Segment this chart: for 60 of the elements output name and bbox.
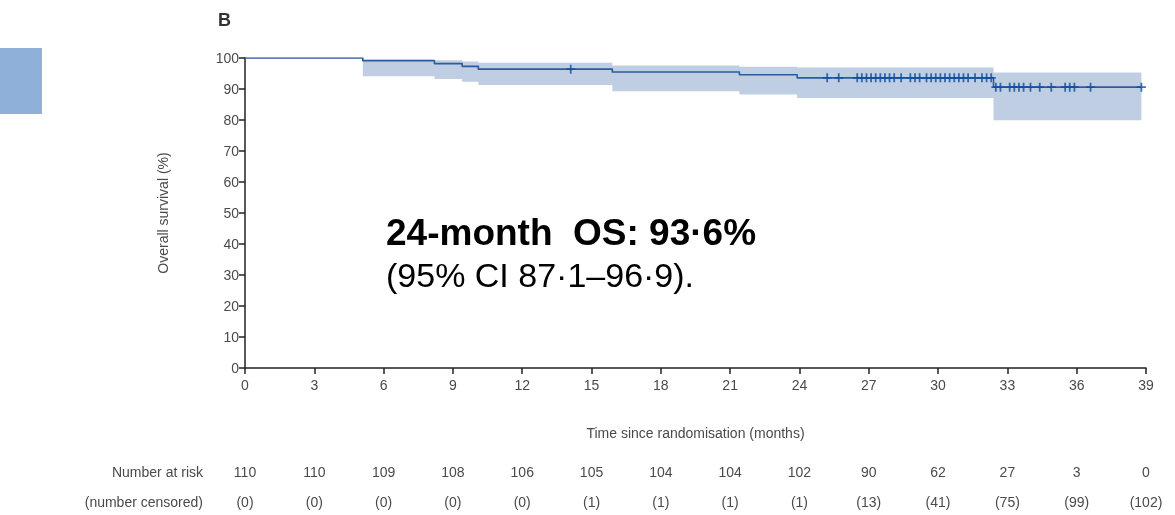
- y-tick-label: 80: [223, 112, 240, 128]
- x-tick-label: 18: [653, 377, 669, 393]
- y-tick-label: 50: [223, 205, 240, 221]
- y-tick-label: 60: [223, 174, 240, 190]
- text: (102): [1129, 494, 1163, 510]
- text: 102: [787, 464, 812, 480]
- y-tick-label: 0: [231, 360, 240, 376]
- y-tick-label: 30: [223, 267, 240, 283]
- text: 108: [441, 464, 465, 480]
- text: 0: [1142, 464, 1151, 480]
- y-tick-label: 100: [215, 50, 240, 66]
- text: Number at risk: [111, 464, 204, 480]
- text: (1): [790, 494, 809, 510]
- x-axis-title: Time since randomisation (months): [586, 425, 805, 441]
- x-tick-label: 33: [999, 377, 1016, 393]
- x-tick-label: 39: [1138, 377, 1154, 393]
- text: (1): [652, 494, 670, 510]
- text: 62: [930, 464, 947, 480]
- text: (13): [856, 494, 882, 510]
- y-tick-label: 10: [223, 329, 240, 345]
- text: (0): [375, 494, 393, 510]
- x-tick-label: 36: [1068, 377, 1085, 393]
- y-tick-label: 70: [223, 143, 240, 159]
- x-tick-label: 15: [583, 377, 600, 393]
- text: 109: [371, 464, 396, 480]
- text: (1): [582, 494, 601, 510]
- text: 90: [860, 464, 877, 480]
- x-tick-label: 3: [310, 377, 319, 393]
- text: (0): [513, 494, 531, 510]
- x-tick-label: 21: [722, 377, 739, 393]
- annotation: (95% CI 87·1–96·9).: [386, 255, 695, 294]
- annotation: 24-month OS: 93·6%: [386, 212, 757, 254]
- text: 104: [718, 464, 743, 480]
- x-tick-label: 30: [930, 377, 947, 393]
- y-tick-label: 90: [223, 81, 240, 97]
- text: 106: [510, 464, 535, 480]
- text: 3: [1072, 464, 1081, 480]
- text: (99): [1064, 494, 1090, 510]
- y-tick-label: 20: [223, 298, 240, 314]
- y-tick-label: 40: [223, 236, 240, 252]
- text: (75): [994, 494, 1020, 510]
- text: (41): [925, 494, 951, 510]
- text: 110: [233, 464, 257, 480]
- text: 105: [579, 464, 604, 480]
- x-tick-label: 6: [379, 377, 388, 393]
- x-tick-label: 27: [860, 377, 877, 393]
- x-tick-label: 0: [241, 377, 250, 393]
- chart-title: B: [218, 10, 231, 30]
- text: (0): [305, 494, 323, 510]
- text: (number censored): [84, 494, 203, 510]
- x-tick-label: 24: [791, 377, 808, 393]
- x-tick-label: 9: [449, 377, 458, 393]
- text: (1): [721, 494, 739, 510]
- text: 104: [649, 464, 673, 480]
- text: 110: [303, 464, 326, 480]
- text: 27: [999, 464, 1016, 480]
- text: (0): [444, 494, 462, 510]
- x-tick-label: 12: [514, 377, 531, 393]
- y-axis-title: Overall survival (%): [155, 152, 171, 274]
- text: (0): [236, 494, 254, 510]
